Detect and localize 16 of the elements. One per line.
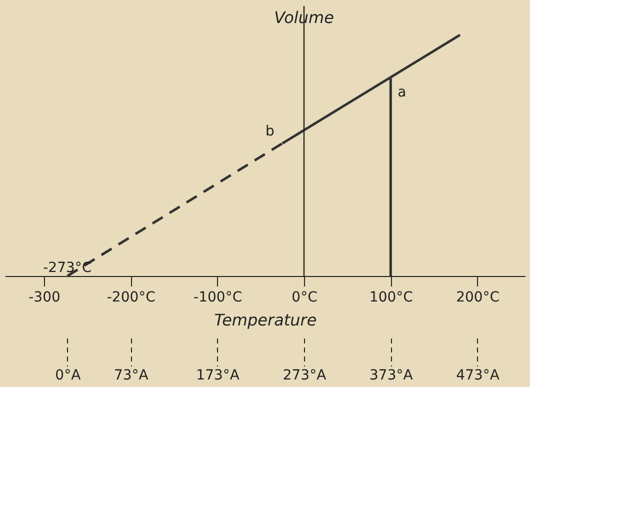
x2-tick-label: 73°A xyxy=(114,368,149,384)
x-tick-label: -200°C xyxy=(106,290,156,306)
x-tick-label: -300 xyxy=(28,290,60,306)
x-tick-label: -100°C xyxy=(194,290,242,306)
x-tick-label: 100°C xyxy=(369,290,414,306)
x2-tick-label: 273°A xyxy=(282,368,327,384)
annotation: a xyxy=(398,84,406,100)
x-axis-title: Temperature xyxy=(214,310,317,330)
annotation: b xyxy=(265,123,274,140)
x2-tick-label: 173°A xyxy=(196,368,240,384)
x2-tick-label: 0°A xyxy=(55,368,82,384)
annotation: -273°C xyxy=(43,260,92,276)
x-tick-label: 0°C xyxy=(292,290,318,306)
x2-tick-label: 373°A xyxy=(370,368,414,384)
x-tick-label: 200°C xyxy=(456,290,500,306)
x2-tick-label: 473°A xyxy=(456,368,500,384)
